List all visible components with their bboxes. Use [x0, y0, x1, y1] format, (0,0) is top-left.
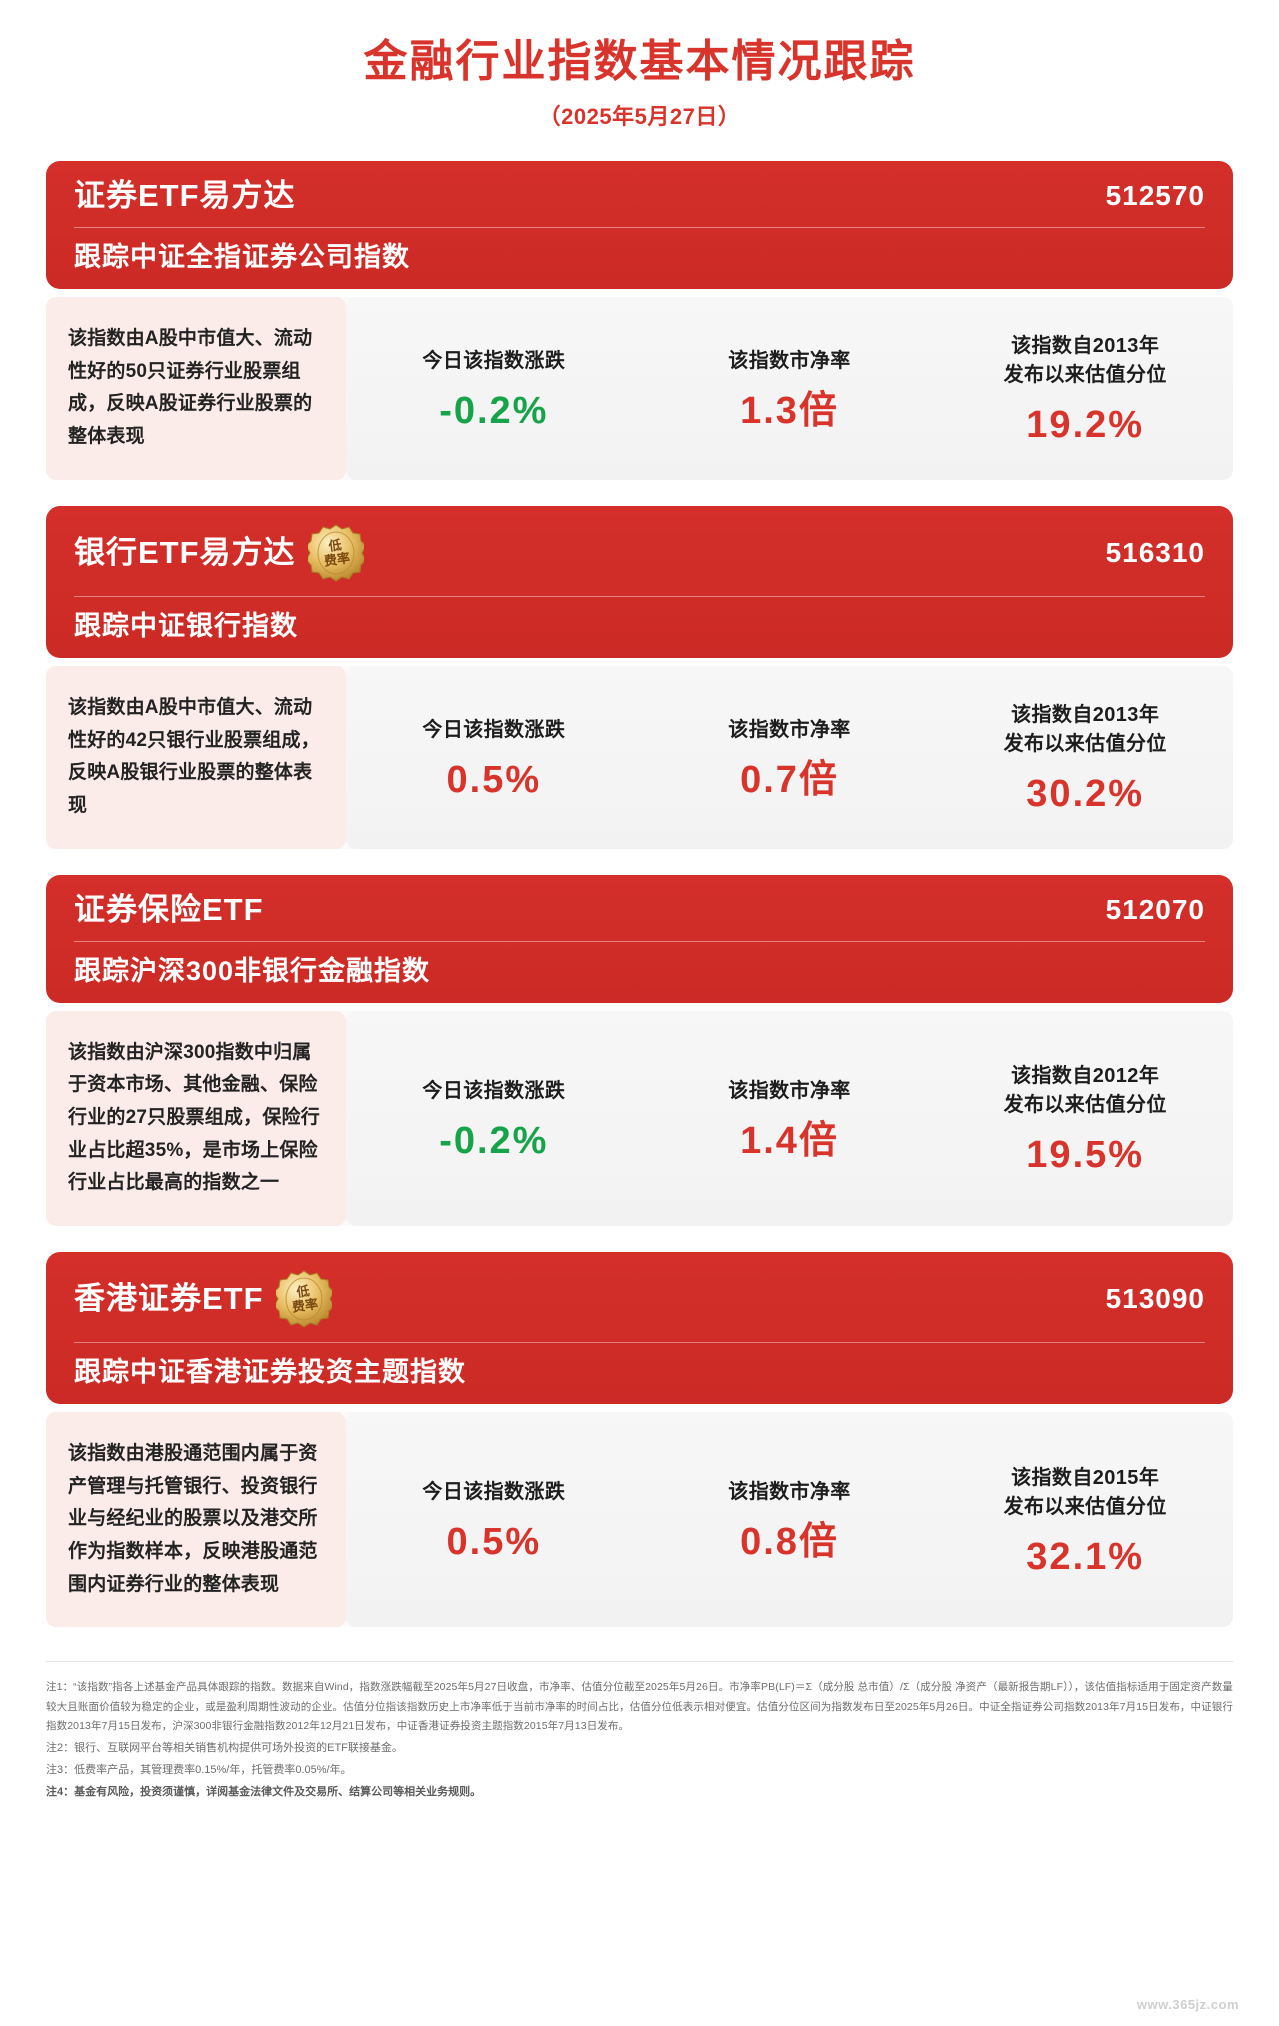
low-fee-badge-icon: 低费率	[275, 1270, 332, 1328]
footnote-3: 注3：低费率产品，其管理费率0.15%/年，托管费率0.05%/年。	[46, 1763, 352, 1776]
tracked-index-label: 跟踪沪深300非银行金融指数	[74, 955, 431, 986]
page-title: 金融行业指数基本情况跟踪	[363, 37, 916, 86]
metric-cell: 今日该指数涨跌 -0.2%	[346, 1011, 642, 1226]
header-divider	[74, 1342, 1205, 1344]
index-description-cell: 该指数由A股中市值大、流动性好的42只银行业股票组成，反映A股银行业股票的整体表…	[46, 665, 346, 849]
fund-card-header: 证券保险ETF 512070 跟踪沪深300非银行金融指数	[46, 874, 1233, 1003]
metric-value: 30.2%	[1026, 773, 1145, 816]
fund-name: 香港证券ETF	[74, 1281, 264, 1317]
index-description: 该指数由港股通范围内属于资产管理与托管银行、投资银行业与经纪业的股票以及港交所作…	[68, 1443, 318, 1595]
metric-value: 0.5%	[446, 1521, 542, 1564]
fund-code: 516310	[1105, 536, 1205, 568]
metrics-row: 今日该指数涨跌 0.5% 该指数市净率 0.8倍 该指数自2015年 发布以来估值…	[346, 1412, 1233, 1628]
metric-label: 今日该指数涨跌	[422, 1481, 566, 1504]
metric-cell: 该指数市净率 1.4倍	[642, 1011, 938, 1226]
index-description: 该指数由A股中市值大、流动性好的50只证券行业股票组成，反映A股证券行业股票的整…	[68, 328, 313, 448]
metric-cell: 该指数自2013年 发布以来估值分位 19.2%	[937, 297, 1233, 480]
fund-code: 512570	[1105, 180, 1205, 212]
fund-card-512570: 证券ETF易方达 512570 跟踪中证全指证券公司指数 该指数由A股中市值大、…	[46, 161, 1233, 480]
watermark: www.365jz.com	[1136, 1997, 1239, 2012]
fund-card-header: 证券ETF易方达 512570 跟踪中证全指证券公司指数	[46, 161, 1233, 290]
metric-cell: 该指数市净率 0.8倍	[642, 1412, 938, 1627]
index-description-cell: 该指数由A股中市值大、流动性好的50只证券行业股票组成，反映A股证券行业股票的整…	[46, 297, 346, 480]
metric-label: 该指数市净率	[728, 349, 851, 372]
low-fee-badge-label: 低费率	[290, 1283, 319, 1315]
page-header: 金融行业指数基本情况跟踪 （2025年5月27日）	[0, 0, 1279, 131]
header-divider	[74, 940, 1205, 942]
metric-label: 今日该指数涨跌	[422, 1079, 566, 1102]
metric-value: -0.2%	[439, 389, 549, 432]
metric-value: 0.8倍	[740, 1521, 839, 1564]
fund-card-body: 该指数由港股通范围内属于资产管理与托管银行、投资银行业与经纪业的股票以及港交所作…	[46, 1412, 1233, 1628]
fund-card-body: 该指数由沪深300指数中归属于资本市场、其他金融、保险行业的27只股票组成，保险…	[46, 1010, 1233, 1227]
low-fee-badge-icon: 低费率	[307, 524, 364, 582]
fund-card-body: 该指数由A股中市值大、流动性好的50只证券行业股票组成，反映A股证券行业股票的整…	[46, 297, 1233, 480]
metric-label: 该指数自2013年 发布以来估值分位	[1003, 335, 1167, 387]
fund-code: 512070	[1105, 893, 1205, 925]
fund-card-513090: 香港证券ETF	[46, 1252, 1233, 1628]
footnotes-section: 注1：“该指数”指各上述基金产品具体跟踪的指数。数据来自Wind，指数涨跌幅截至…	[46, 1661, 1233, 1802]
fund-card-header: 银行ETF易方达	[46, 505, 1233, 658]
index-description: 该指数由A股中市值大、流动性好的42只银行业股票组成，反映A股银行业股票的整体表…	[68, 696, 320, 816]
footnote-2: 注2：银行、互联网平台等相关销售机构提供可场外投资的ETF联接基金。	[46, 1741, 403, 1754]
fund-card-body: 该指数由A股中市值大、流动性好的42只银行业股票组成，反映A股银行业股票的整体表…	[46, 665, 1233, 849]
metrics-row: 今日该指数涨跌 0.5% 该指数市净率 0.7倍 该指数自2013年 发布以来估值…	[346, 665, 1233, 849]
tracked-index-label: 跟踪中证全指证券公司指数	[74, 242, 410, 273]
tracked-index-label: 跟踪中证香港证券投资主题指数	[74, 1357, 466, 1388]
fund-card-516310: 银行ETF易方达	[46, 505, 1233, 849]
footnote-1: 注1：“该指数”指各上述基金产品具体跟踪的指数。数据来自Wind，指数涨跌幅截至…	[46, 1681, 1233, 1733]
metric-value: 1.3倍	[740, 389, 839, 432]
metric-cell: 今日该指数涨跌 -0.2%	[346, 297, 642, 480]
metric-cell: 该指数市净率 0.7倍	[642, 666, 938, 849]
header-divider	[74, 227, 1205, 229]
fund-card-list: 证券ETF易方达 512570 跟踪中证全指证券公司指数 该指数由A股中市值大、…	[0, 161, 1279, 1628]
metric-label: 今日该指数涨跌	[422, 718, 566, 741]
fund-name: 银行ETF易方达	[74, 534, 296, 570]
fund-name: 证券ETF易方达	[74, 178, 296, 213]
index-description-cell: 该指数由沪深300指数中归属于资本市场、其他金融、保险行业的27只股票组成，保险…	[46, 1010, 346, 1227]
metric-label: 该指数市净率	[728, 1079, 851, 1102]
metric-value: 0.7倍	[740, 758, 839, 801]
metric-value: 0.5%	[446, 758, 542, 801]
low-fee-badge-label: 低费率	[322, 537, 351, 569]
footnote-4: 注4：基金有风险，投资须谨慎，详阅基金法律文件及交易所、结算公司等相关业务规则。	[46, 1785, 482, 1798]
fund-name: 证券保险ETF	[74, 891, 264, 927]
index-description: 该指数由沪深300指数中归属于资本市场、其他金融、保险行业的27只股票组成，保险…	[68, 1041, 320, 1194]
metric-value: 19.2%	[1026, 404, 1145, 447]
metric-cell: 该指数自2013年 发布以来估值分位 30.2%	[937, 666, 1233, 849]
metrics-row: 今日该指数涨跌 -0.2% 该指数市净率 1.4倍 该指数自2012年 发布以来估…	[346, 1010, 1233, 1227]
metric-value: 19.5%	[1026, 1134, 1145, 1177]
metric-label: 该指数自2015年 发布以来估值分位	[1003, 1466, 1167, 1518]
metric-cell: 该指数市净率 1.3倍	[642, 297, 938, 480]
tracked-index-label: 跟踪中证银行指数	[74, 610, 298, 641]
fund-card-512070: 证券保险ETF 512070 跟踪沪深300非银行金融指数 该指数由沪深300指…	[46, 874, 1233, 1227]
metric-label: 今日该指数涨跌	[422, 349, 566, 372]
metric-value: 1.4倍	[740, 1119, 839, 1162]
index-description-cell: 该指数由港股通范围内属于资产管理与托管银行、投资银行业与经纪业的股票以及港交所作…	[46, 1412, 346, 1628]
metric-label: 该指数市净率	[728, 718, 851, 741]
metric-label: 该指数市净率	[728, 1481, 851, 1504]
metric-label: 该指数自2013年 发布以来估值分位	[1003, 704, 1167, 756]
metric-value: 32.1%	[1026, 1535, 1145, 1578]
metric-cell: 该指数自2012年 发布以来估值分位 19.5%	[937, 1011, 1233, 1226]
metrics-row: 今日该指数涨跌 -0.2% 该指数市净率 1.3倍 该指数自2013年 发布以来估…	[346, 297, 1233, 480]
fund-card-header: 香港证券ETF	[46, 1252, 1233, 1405]
metric-cell: 今日该指数涨跌 0.5%	[346, 666, 642, 849]
page-subtitle: （2025年5月27日）	[538, 104, 741, 129]
fund-code: 513090	[1105, 1283, 1205, 1315]
metric-cell: 该指数自2015年 发布以来估值分位 32.1%	[937, 1412, 1233, 1627]
header-divider	[74, 595, 1205, 597]
metric-cell: 今日该指数涨跌 0.5%	[346, 1412, 642, 1627]
metric-label: 该指数自2012年 发布以来估值分位	[1003, 1065, 1167, 1117]
metric-value: -0.2%	[439, 1119, 549, 1162]
